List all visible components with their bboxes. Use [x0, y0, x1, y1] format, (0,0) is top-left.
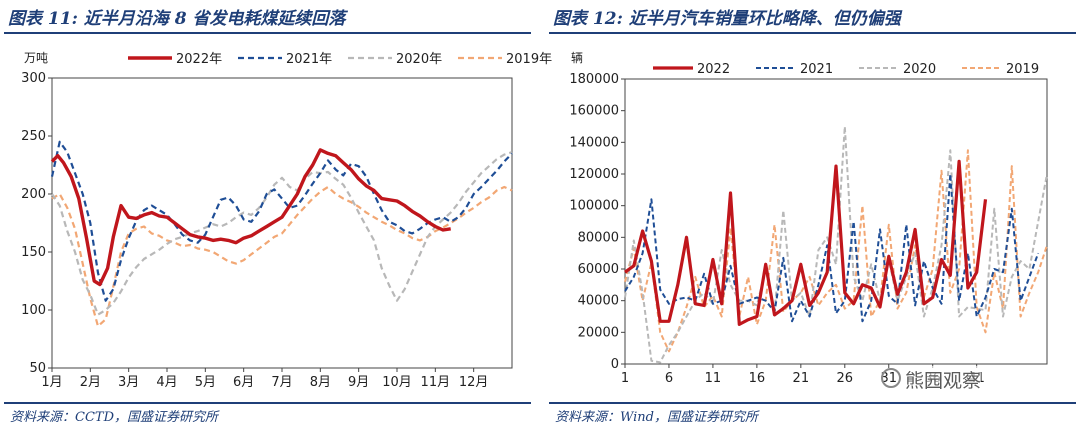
x-tick-label: 11月: [421, 375, 451, 390]
series-line-2019年: [51, 185, 513, 328]
x-tick-label: 4月: [156, 375, 177, 390]
y-tick-label: 160000: [569, 104, 619, 119]
plot-frame: [624, 78, 1048, 365]
x-tick-label: 26: [837, 371, 854, 386]
series-line-2022: [624, 159, 988, 326]
title-rule: [4, 32, 531, 34]
watermark-text: 熊园观察: [905, 366, 982, 393]
figure-title: 图表 11: 近半月沿海 8 省发电耗煤延续回落: [8, 9, 346, 29]
x-tick-label: 6月: [233, 375, 254, 390]
legend-label: 2021年: [286, 52, 332, 67]
legend-label: 2019年: [506, 52, 552, 67]
y-tick-label: 120000: [569, 167, 619, 182]
x-tick-label: 3月: [118, 375, 139, 390]
x-tick-label: 21: [793, 371, 810, 386]
x-tick-label: 10月: [382, 375, 412, 390]
y-tick-label: 40000: [578, 294, 619, 309]
source-rule: [549, 402, 1076, 404]
x-tick-label: 8月: [310, 375, 331, 390]
legend-label: 2020年: [396, 52, 442, 67]
legend-label: 2020: [903, 62, 936, 77]
x-tick-label: 5月: [195, 375, 216, 390]
x-tick-label: 1: [621, 371, 629, 386]
y-axis-label: 万吨: [24, 51, 48, 65]
y-tick-label: 150: [21, 245, 46, 260]
y-tick-label: 140000: [569, 135, 619, 150]
plot-frame: [51, 77, 513, 369]
x-tick-label: 6: [665, 371, 673, 386]
coal-consumption-panel: 图表 11: 近半月沿海 8 省发电耗煤延续回落 50 100 150 200 250 3…: [0, 0, 552, 430]
y-tick-label: 180000: [569, 72, 619, 87]
y-tick-label: 250: [21, 129, 46, 144]
y-tick-label: 200: [21, 187, 46, 202]
x-tick-label: 1月: [41, 375, 62, 390]
legend-label: 2022年: [176, 52, 222, 67]
y-tick-label: 300: [21, 71, 46, 86]
legend-label: 2019: [1006, 62, 1039, 77]
x-tick-label: 11: [705, 371, 722, 386]
x-tick-label: 12月: [459, 375, 489, 390]
y-tick-label: 100000: [569, 199, 619, 214]
figure-title: 图表 12: 近半月汽车销量环比略降、但仍偏强: [553, 9, 901, 29]
y-tick-label: 0: [611, 357, 619, 372]
x-tick-label: 16: [749, 371, 766, 386]
source-rule: [4, 402, 531, 404]
legend-label: 2022: [697, 62, 730, 77]
y-axis-label: 辆: [571, 51, 583, 65]
coal-consumption-chart: 50 100 150 200 250 300 万吨 1月 2月 3月 4月 5月 6月 7月 8月 9月 10月…: [21, 51, 552, 390]
series-line-2019: [624, 149, 1048, 353]
x-tick-label: 7月: [271, 375, 292, 390]
car-sales-chart: 0 20000 40000 60000 80000 100000 120000 140000 1…: [569, 51, 1048, 386]
x-tick-label: 2月: [80, 375, 101, 390]
y-tick-label: 20000: [578, 325, 619, 340]
series-line-2022年: [50, 148, 451, 287]
x-tick-label: 9月: [348, 375, 369, 390]
title-rule: [549, 32, 1076, 34]
car-sales-panel: 图表 12: 近半月汽车销量环比略降、但仍偏强 0 20000 40000 60000…: [545, 0, 1080, 430]
series-line-2021: [624, 173, 1040, 323]
legend-label: 2021: [800, 62, 833, 77]
figure-source: 资料来源：CCTD，国盛证券研究所: [10, 410, 218, 425]
y-tick-label: 60000: [578, 262, 619, 277]
y-tick-label: 50: [29, 361, 46, 376]
y-tick-label: 100: [21, 303, 46, 318]
series-line-2021年: [50, 140, 513, 302]
y-tick-label: 80000: [578, 230, 619, 245]
wechat-icon: [881, 368, 901, 388]
figure-source: 资料来源：Wind，国盛证券研究所: [555, 410, 758, 425]
